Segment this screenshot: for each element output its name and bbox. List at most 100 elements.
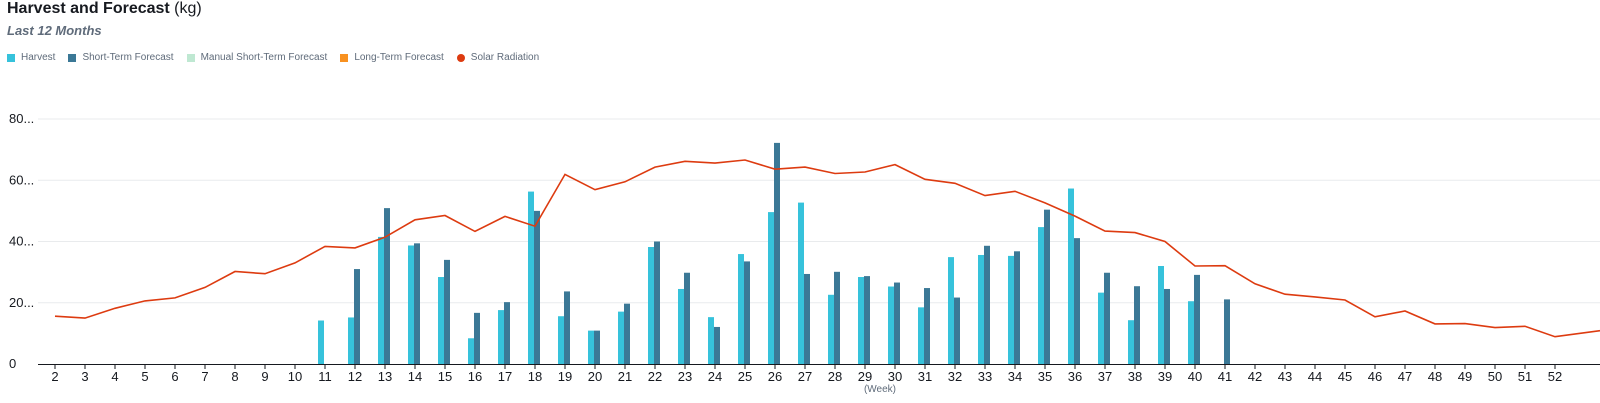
bar-short-term-forecast-week-39[interactable] (1164, 288, 1170, 364)
bar-short-term-forecast-week-14[interactable] (414, 243, 420, 364)
bar-short-term-forecast-week-25[interactable] (744, 261, 750, 364)
bar-short-term-forecast-week-19[interactable] (564, 291, 570, 364)
bar-harvest-week-37[interactable] (1098, 292, 1104, 364)
bar-short-term-forecast-week-32[interactable] (954, 297, 960, 364)
bar-short-term-forecast-week-35[interactable] (1044, 209, 1050, 364)
x-tick-label: 36 (1068, 369, 1082, 384)
x-tick-label: 43 (1278, 369, 1292, 384)
bar-short-term-forecast-week-17[interactable] (504, 302, 510, 364)
legend-item-manual-short-term-forecast[interactable]: Manual Short-Term Forecast (186, 52, 328, 63)
bar-harvest-week-21[interactable] (618, 311, 624, 364)
x-tick-label: 16 (468, 369, 482, 384)
bar-short-term-forecast-week-18[interactable] (534, 210, 540, 364)
bar-harvest-week-32[interactable] (948, 257, 954, 364)
x-tick-label: 37 (1098, 369, 1112, 384)
bar-harvest-week-33[interactable] (978, 254, 984, 364)
legend-item-harvest[interactable]: Harvest (7, 52, 55, 63)
x-tick-label: 35 (1038, 369, 1052, 384)
x-tick-label: 4 (111, 369, 118, 384)
bar-short-term-forecast-week-33[interactable] (984, 245, 990, 364)
legend-item-long-term-forecast[interactable]: Long-Term Forecast (340, 52, 444, 63)
chart-subtitle: Last 12 Months (7, 23, 102, 38)
bar-harvest-week-31[interactable] (918, 307, 924, 364)
bar-short-term-forecast-week-22[interactable] (654, 241, 660, 365)
x-axis: 2 3 4 5 6 7 8 9 10 11 12 13 14 15 16 17 18 19 20 21 22 23 24 25… (38, 364, 1600, 395)
x-tick-label: 47 (1398, 369, 1412, 384)
bar-harvest-week-25[interactable] (738, 254, 744, 364)
x-tick-label: 7 (201, 369, 208, 384)
bar-short-term-forecast-week-31[interactable] (924, 288, 930, 364)
x-tick-label: 25 (738, 369, 752, 384)
bar-harvest-week-26[interactable] (768, 212, 774, 364)
bar-short-term-forecast-week-28[interactable] (834, 271, 840, 364)
x-tick-label: 3 (81, 369, 88, 384)
bar-harvest-week-19[interactable] (558, 316, 564, 364)
y-tick-label: 0 (9, 356, 16, 371)
bar-short-term-forecast-week-15[interactable] (444, 259, 450, 364)
bar-short-term-forecast-week-16[interactable] (474, 312, 480, 364)
x-tick-label: 28 (828, 369, 842, 384)
bar-short-term-forecast-week-36[interactable] (1074, 238, 1080, 364)
bar-short-term-forecast-week-26[interactable] (774, 142, 780, 364)
bar-harvest-week-24[interactable] (708, 317, 714, 364)
x-tick-label: 30 (888, 369, 902, 384)
bar-harvest-week-27[interactable] (798, 202, 804, 364)
bar-short-term-forecast-week-41[interactable] (1224, 299, 1230, 364)
x-tick-label: 51 (1518, 369, 1532, 384)
x-tick-label: 15 (438, 369, 452, 384)
bar-harvest-week-30[interactable] (888, 286, 894, 364)
bar-harvest-week-18[interactable] (528, 191, 534, 364)
legend-item-short-term-forecast[interactable]: Short-Term Forecast (68, 52, 174, 63)
bar-harvest-week-20[interactable] (588, 330, 594, 364)
x-tick-label: 14 (408, 369, 422, 384)
x-tick-label: 40 (1188, 369, 1202, 384)
grid-lines (38, 118, 1600, 304)
legend-dot-solar-radiation (456, 53, 465, 62)
x-tick-label: 32 (948, 369, 962, 384)
bar-harvest-week-11[interactable] (318, 320, 324, 364)
bar-harvest-week-16[interactable] (468, 338, 474, 364)
bar-short-term-forecast-week-37[interactable] (1104, 272, 1110, 364)
bar-harvest-week-17[interactable] (498, 310, 504, 364)
bar-harvest-week-22[interactable] (648, 247, 654, 364)
bar-harvest-week-12[interactable] (348, 317, 354, 364)
bar-harvest-week-39[interactable] (1158, 266, 1164, 364)
y-tick-label: 40... (9, 234, 34, 249)
x-tick-label: 48 (1428, 369, 1442, 384)
bar-short-term-forecast-week-24[interactable] (714, 326, 720, 364)
bar-short-term-forecast-week-21[interactable] (624, 303, 630, 364)
bar-harvest-week-14[interactable] (408, 245, 414, 364)
x-tick-label: 19 (558, 369, 572, 384)
x-tick-label: 12 (348, 369, 362, 384)
bar-short-term-forecast-week-29[interactable] (864, 276, 870, 364)
bar-short-term-forecast-week-12[interactable] (354, 269, 360, 364)
bar-harvest-week-38[interactable] (1128, 320, 1134, 364)
bar-short-term-forecast-week-40[interactable] (1194, 274, 1200, 364)
bar-harvest-week-35[interactable] (1038, 227, 1044, 364)
x-tick-label: 17 (498, 369, 512, 384)
bar-short-term-forecast-week-20[interactable] (594, 330, 600, 364)
bar-harvest-week-29[interactable] (858, 277, 864, 364)
legend-label-solar-radiation: Solar Radiation (470, 52, 540, 63)
line-solar-radiation[interactable] (54, 159, 1600, 338)
x-tick-label: 44 (1308, 369, 1322, 384)
bar-harvest-week-34[interactable] (1008, 255, 1014, 364)
bar-short-term-forecast-week-13[interactable] (384, 208, 390, 364)
bar-harvest-week-40[interactable] (1188, 301, 1194, 364)
x-tick-label: 23 (678, 369, 692, 384)
x-tick-label: 33 (978, 369, 992, 384)
bar-short-term-forecast-week-23[interactable] (684, 272, 690, 364)
bar-harvest-week-23[interactable] (678, 288, 684, 364)
bar-harvest-week-13[interactable] (378, 236, 384, 364)
bar-short-term-forecast-week-27[interactable] (804, 273, 810, 364)
bar-harvest-week-15[interactable] (438, 277, 444, 364)
legend-item-solar-radiation[interactable]: Solar Radiation (456, 52, 540, 63)
legend-label-manual-short-term-forecast: Manual Short-Term Forecast (200, 52, 328, 63)
bar-short-term-forecast-week-38[interactable] (1134, 286, 1140, 364)
bar-short-term-forecast-week-34[interactable] (1014, 251, 1020, 364)
x-tick-label: 41 (1218, 369, 1232, 384)
bar-harvest-week-28[interactable] (828, 294, 834, 364)
x-tick-label: 10 (288, 369, 302, 384)
bar-harvest-week-36[interactable] (1068, 188, 1074, 364)
bar-short-term-forecast-week-30[interactable] (894, 282, 900, 364)
